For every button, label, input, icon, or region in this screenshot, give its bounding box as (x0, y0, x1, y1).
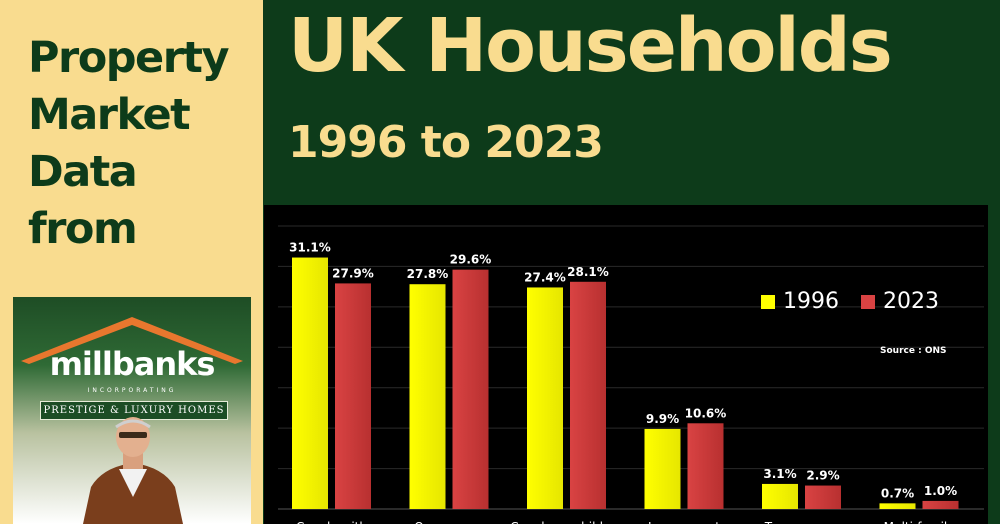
bar-2023-1 (452, 269, 489, 509)
bar-2023-5 (922, 500, 959, 509)
company-logo-subtext: INCORPORATING (87, 387, 177, 394)
category-label: Two or more (764, 520, 839, 524)
legend-swatch-1996 (761, 294, 775, 309)
bar-1996-5 (879, 503, 916, 509)
bar-data-label: 9.9% (646, 412, 679, 426)
bar-1996-3 (644, 428, 681, 509)
bar-data-label: 28.1% (567, 265, 609, 279)
legend-swatch-2023 (861, 294, 875, 309)
chart-panel: 31.1%27.9% Couple with 27.8%29.6% One perso… (264, 205, 988, 524)
bar-data-label: 0.7% (881, 486, 914, 500)
millbanks-ad-card[interactable]: millbanks INCORPORATING PRESTIGE & LUXUR… (13, 297, 251, 524)
category-label: Couple no children (510, 520, 622, 524)
sidebar-title-line: Property (28, 33, 230, 83)
bar-data-label: 27.9% (332, 266, 374, 280)
legend-item-2023: 2023 (861, 289, 939, 314)
bar-2023-3 (687, 423, 724, 509)
bar-1996-1 (409, 284, 446, 509)
bar-data-label: 1.0% (924, 484, 957, 498)
sidebar-title-line: from (28, 204, 138, 254)
bar-chart: 31.1%27.9% Couple with 27.8%29.6% One perso… (278, 225, 984, 524)
bar-2023-2 (570, 281, 606, 509)
category-label: Multi-family (884, 520, 955, 524)
bar-data-label: 2.9% (806, 469, 839, 483)
legend-label-1996: 1996 (783, 289, 839, 314)
page-subtitle: 1996 to 2023 (288, 117, 604, 168)
bar-1996-0 (292, 257, 328, 509)
sidebar-title: Property Market Data from (28, 30, 258, 258)
bar-data-label: 31.1% (289, 241, 331, 255)
bar-data-label: 27.8% (407, 267, 449, 281)
page-title: UK Households (288, 3, 893, 89)
company-logo-text: millbanks (49, 345, 216, 383)
agent-portrait (83, 417, 183, 524)
category-label: Lone parent (648, 520, 720, 524)
chart-legend: 1996 2023 (761, 289, 961, 314)
sidebar-title-line: Data (28, 147, 138, 197)
bar-data-label: 29.6% (450, 253, 492, 267)
bar-data-label: 10.6% (685, 406, 727, 420)
category-label: Couple with (296, 520, 367, 524)
chart-source: Source : ONS (880, 346, 947, 356)
legend-label-2023: 2023 (883, 289, 939, 314)
legend-item-1996: 1996 (761, 289, 839, 314)
bar-2023-0 (335, 283, 371, 509)
bar-1996-4 (762, 483, 798, 509)
bar-2023-4 (805, 485, 841, 509)
bar-data-label: 27.4% (524, 270, 566, 284)
bar-1996-2 (527, 287, 563, 509)
bar-data-label: 3.1% (763, 467, 796, 481)
left-panel: Property Market Data from millbanks INCO… (0, 0, 263, 524)
category-label: One person (414, 520, 483, 524)
sidebar-title-line: Market (28, 90, 191, 140)
